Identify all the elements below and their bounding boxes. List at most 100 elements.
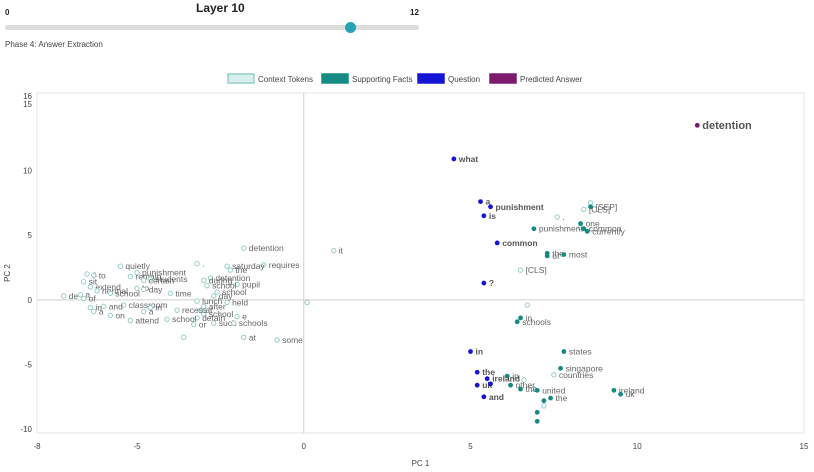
point-context[interactable] [107,290,114,297]
point-question[interactable] [451,156,457,162]
point-question[interactable] [474,382,480,388]
point-context[interactable] [234,313,240,320]
legend-label-question[interactable]: Question [448,75,480,84]
legend-swatch-answer[interactable] [489,73,517,84]
point-supporting[interactable] [508,382,513,388]
point-supporting[interactable] [504,373,510,379]
point-context[interactable] [234,281,240,288]
point-context[interactable] [134,285,140,291]
point-context[interactable] [554,214,560,220]
legend-swatch-context[interactable] [227,73,255,84]
point-context[interactable] [304,299,310,306]
point-context[interactable] [224,263,230,269]
point-supporting[interactable] [518,315,523,321]
legend-label-answer[interactable]: Predicted Answer [520,75,583,84]
point-supporting[interactable] [581,226,587,232]
point-context[interactable] [194,260,200,267]
point-question[interactable] [481,280,487,286]
point-context[interactable] [227,267,234,273]
point-question[interactable] [474,369,480,375]
point-context[interactable] [87,304,94,311]
point-question[interactable] [484,376,490,382]
point-context[interactable] [194,298,200,304]
point-context[interactable] [100,303,107,310]
point-context[interactable] [521,377,527,383]
point-context[interactable] [274,337,280,343]
point-context[interactable] [141,308,147,315]
point-supporting[interactable] [534,409,540,415]
point-context[interactable] [201,277,207,284]
point-context[interactable] [197,307,204,313]
point-supporting[interactable] [561,349,567,354]
point-context[interactable] [241,334,247,341]
point-question[interactable] [481,213,487,219]
point-question[interactable] [488,381,493,387]
point-context[interactable] [80,279,87,285]
point-context[interactable] [211,293,217,299]
point-context[interactable] [147,276,154,282]
point-context[interactable] [231,320,237,326]
point-context[interactable] [134,269,140,276]
point-supporting[interactable] [618,391,623,397]
point-context[interactable] [224,299,230,306]
point-context[interactable] [77,291,84,298]
point-question[interactable] [481,394,487,400]
point-supporting[interactable] [578,221,583,226]
point-context[interactable] [87,284,94,290]
point-supporting[interactable] [561,252,567,257]
point-context[interactable] [90,272,97,278]
point-context[interactable] [194,315,200,321]
point-context[interactable] [127,273,134,280]
point-answer[interactable] [694,122,700,128]
legend-swatch-supporting[interactable] [321,73,349,84]
point-context[interactable] [551,372,557,378]
point-context[interactable] [84,271,90,277]
point-context[interactable] [141,277,147,284]
point-supporting[interactable] [584,228,590,234]
point-supporting[interactable] [588,204,593,210]
point-supporting[interactable] [558,365,563,371]
point-supporting[interactable] [534,387,540,393]
point-context[interactable] [121,302,127,308]
point-context[interactable] [517,267,524,273]
point-context[interactable] [141,286,147,293]
point-context[interactable] [107,312,114,319]
point-context[interactable] [261,262,267,268]
point-context[interactable] [174,307,180,313]
slider-track[interactable] [5,25,419,30]
point-supporting[interactable] [611,387,617,393]
point-question[interactable] [494,240,500,246]
point-context[interactable] [191,321,197,328]
legend-label-supporting[interactable]: Supporting Facts [352,75,412,84]
point-question[interactable] [478,199,483,204]
point-supporting[interactable] [544,253,550,259]
point-supporting[interactable] [514,319,520,325]
point-context[interactable] [581,206,587,213]
point-context[interactable] [214,289,220,295]
point-context[interactable] [164,316,170,322]
point-context[interactable] [147,304,154,311]
point-context[interactable] [90,308,97,315]
point-supporting[interactable] [541,398,547,404]
point-context[interactable] [127,317,134,324]
point-context[interactable] [541,403,547,409]
point-supporting[interactable] [531,226,537,232]
legend-swatch-question[interactable] [417,73,445,84]
point-context[interactable] [241,245,247,251]
point-context[interactable] [331,248,337,254]
point-context[interactable] [201,303,207,310]
point-supporting[interactable] [518,386,523,392]
point-supporting[interactable] [534,418,540,424]
point-supporting[interactable] [548,395,553,401]
point-context[interactable] [201,311,207,317]
point-context[interactable] [211,320,217,326]
point-context[interactable] [117,263,124,269]
point-context[interactable] [524,302,530,308]
legend-label-context[interactable]: Context Tokens [258,75,313,84]
point-question[interactable] [468,349,473,354]
point-context[interactable] [207,275,214,281]
point-context[interactable] [80,295,87,302]
point-context[interactable] [181,334,187,341]
point-context[interactable] [94,288,100,294]
point-context[interactable] [60,293,67,299]
